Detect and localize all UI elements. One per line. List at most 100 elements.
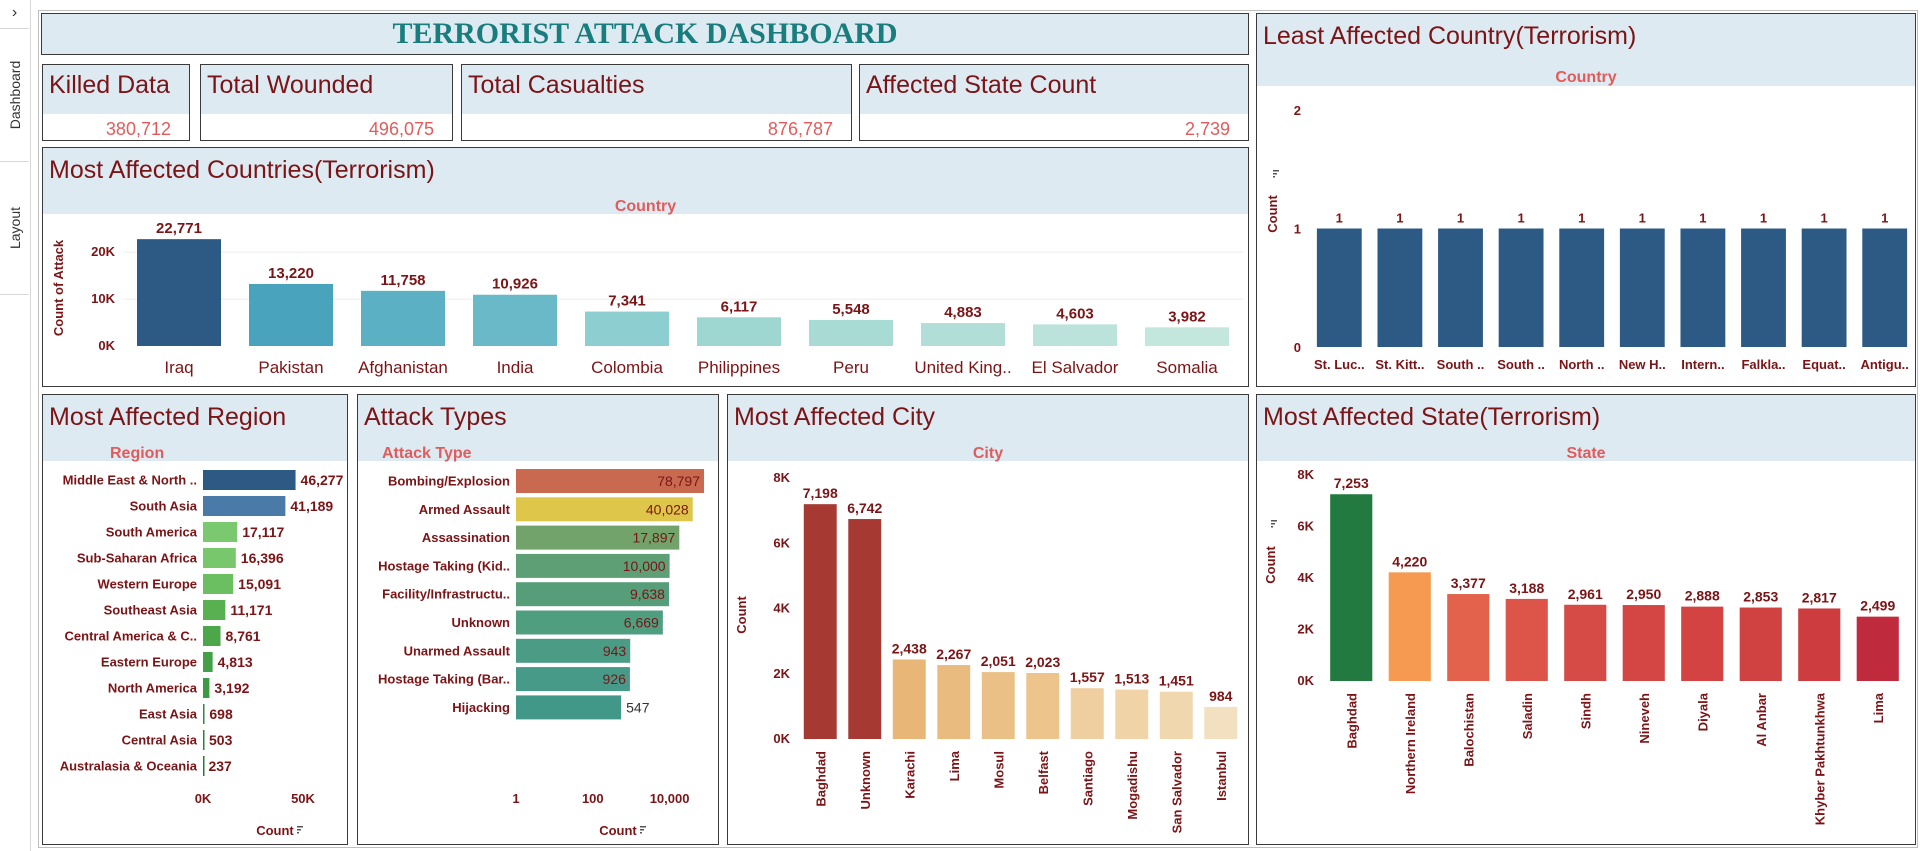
bar	[203, 470, 296, 490]
kpi-killed: Killed Data 380,712	[42, 64, 190, 141]
y-tick-label: Sub-Saharan Africa	[77, 551, 198, 566]
bar	[1564, 604, 1607, 681]
bar	[516, 582, 669, 607]
data-label: 1,451	[1159, 673, 1194, 689]
bar	[697, 317, 781, 346]
data-label: 10,000	[623, 558, 666, 574]
data-label: 547	[626, 699, 650, 715]
bar	[1856, 616, 1899, 681]
y-tick-label: South America	[106, 525, 198, 540]
y-tick-label: Unknown	[452, 615, 511, 630]
bar	[516, 497, 693, 522]
data-label: 10,926	[492, 276, 538, 293]
bar	[1447, 594, 1490, 681]
tab-layout[interactable]: Layout	[0, 162, 29, 295]
y-tick-label: 6K	[1297, 519, 1314, 534]
panel-title: Most Affected State(Terrorism)	[1263, 403, 1601, 431]
x-tick-label: South ..	[1437, 357, 1485, 372]
y-tick-label: 2K	[773, 666, 790, 681]
least-chart: 0 1 2 Count 1 St. Luc.. 1 St. Kitt.. 1 South .. 1 S…	[1265, 103, 1909, 372]
data-label: 2,051	[981, 653, 1016, 669]
panel-title: Most Affected Countries(Terrorism)	[49, 156, 435, 184]
chart-subtitle: City	[972, 445, 1004, 462]
x-tick-label: St. Luc..	[1314, 357, 1365, 372]
x-tick-label: Iraq	[164, 358, 193, 377]
bar	[203, 678, 210, 698]
panel-most-affected-state: Most Affected State(Terrorism) State 0K 2…	[1256, 394, 1916, 845]
data-label: 1	[1760, 211, 1767, 226]
panel-title: Least Affected Country(Terrorism)	[1263, 22, 1637, 50]
bar	[1033, 324, 1117, 346]
bar	[516, 638, 631, 663]
x-tick-label: New H..	[1619, 357, 1666, 372]
x-tick-label: San Salvador	[1169, 751, 1184, 833]
x-tick-label: Sindh	[1578, 693, 1593, 729]
x-tick-label: South ..	[1497, 357, 1545, 372]
data-label: 1	[1699, 211, 1706, 226]
kpi-state-count-label: Affected State Count	[866, 71, 1097, 99]
kpi-state-count: Affected State Count 2,739	[859, 64, 1249, 141]
y-tick-label: 1	[1294, 222, 1301, 237]
chevron-right-icon[interactable]: ›	[0, 0, 29, 29]
x-tick-label: Antigu..	[1861, 357, 1909, 372]
x-tick-label: Colombia	[591, 358, 663, 377]
bar	[203, 574, 234, 594]
data-label: 1	[1881, 211, 1888, 226]
x-tick-label: Unknown	[858, 751, 873, 810]
data-label: 6,742	[847, 500, 882, 516]
bar	[921, 323, 1005, 346]
y-tick-label: Hijacking	[452, 700, 510, 715]
y-tick-label: 2K	[1297, 622, 1314, 637]
data-label: 1	[1336, 211, 1343, 226]
x-tick-label: Equat..	[1802, 357, 1845, 372]
x-tick-label: 10,000	[650, 791, 690, 806]
countries-chart: 0K 10K 20K Count of Attack 22,771 Iraq 13,220 P…	[51, 220, 1243, 377]
y-tick-label: Armed Assault	[419, 502, 511, 517]
city-chart: 0K 2K 4K 6K 8K Count 7,198 Baghdad 6,742 Unknown 2…	[734, 470, 1238, 833]
data-label: 4,883	[944, 304, 982, 321]
bar	[1862, 228, 1908, 347]
bar	[1438, 228, 1483, 347]
x-tick-label: Saladin	[1520, 693, 1535, 739]
y-tick-label: Unarmed Assault	[404, 643, 511, 658]
x-tick-label: Balochistan	[1461, 693, 1476, 767]
data-label: 6,117	[721, 298, 758, 315]
y-tick-label: Bombing/Explosion	[388, 474, 510, 489]
bar	[1070, 688, 1104, 739]
data-label: 3,377	[1451, 575, 1486, 591]
data-label: 1	[1457, 211, 1464, 226]
data-label: 4,813	[218, 654, 253, 670]
bar	[473, 294, 557, 346]
panel-title: Attack Types	[364, 403, 507, 431]
x-tick-label: Baghdad	[813, 751, 828, 807]
bar	[1739, 607, 1782, 681]
x-tick-label: North ..	[1559, 357, 1605, 372]
x-tick-label: Khyber Pakhtunkhwa	[1812, 692, 1827, 825]
bar	[1741, 228, 1786, 347]
bar	[1159, 691, 1193, 739]
sort-icon	[640, 826, 646, 834]
bar	[981, 672, 1015, 739]
y-axis-label: Count	[1265, 195, 1280, 233]
bar	[1798, 608, 1841, 681]
data-label: 2,950	[1626, 586, 1661, 602]
x-tick-label: Mosul	[991, 751, 1006, 789]
panel-least-affected-country: Least Affected Country(Terrorism) Countr…	[1256, 13, 1916, 387]
data-label: 2,817	[1802, 589, 1837, 605]
data-label: 1	[1396, 211, 1403, 226]
data-label: 2,499	[1860, 598, 1895, 614]
x-tick-label: Lima	[1871, 692, 1886, 723]
data-label: 7,253	[1334, 475, 1369, 491]
x-tick-label: Pakistan	[258, 358, 323, 377]
sidebar: › Dashboard Layout	[0, 0, 31, 851]
data-label: 2,438	[892, 640, 927, 656]
y-tick-label: Western Europe	[98, 577, 197, 592]
tab-dashboard[interactable]: Dashboard	[0, 29, 29, 162]
sort-icon	[1271, 520, 1277, 528]
chart-subtitle: Country	[614, 198, 677, 215]
sort-icon	[1273, 170, 1279, 178]
y-tick-label: 4K	[1297, 570, 1314, 585]
data-label: 1,513	[1114, 671, 1149, 687]
y-tick-label: Australasia & Oceania	[60, 759, 198, 774]
y-tick-label: Southeast Asia	[104, 603, 198, 618]
